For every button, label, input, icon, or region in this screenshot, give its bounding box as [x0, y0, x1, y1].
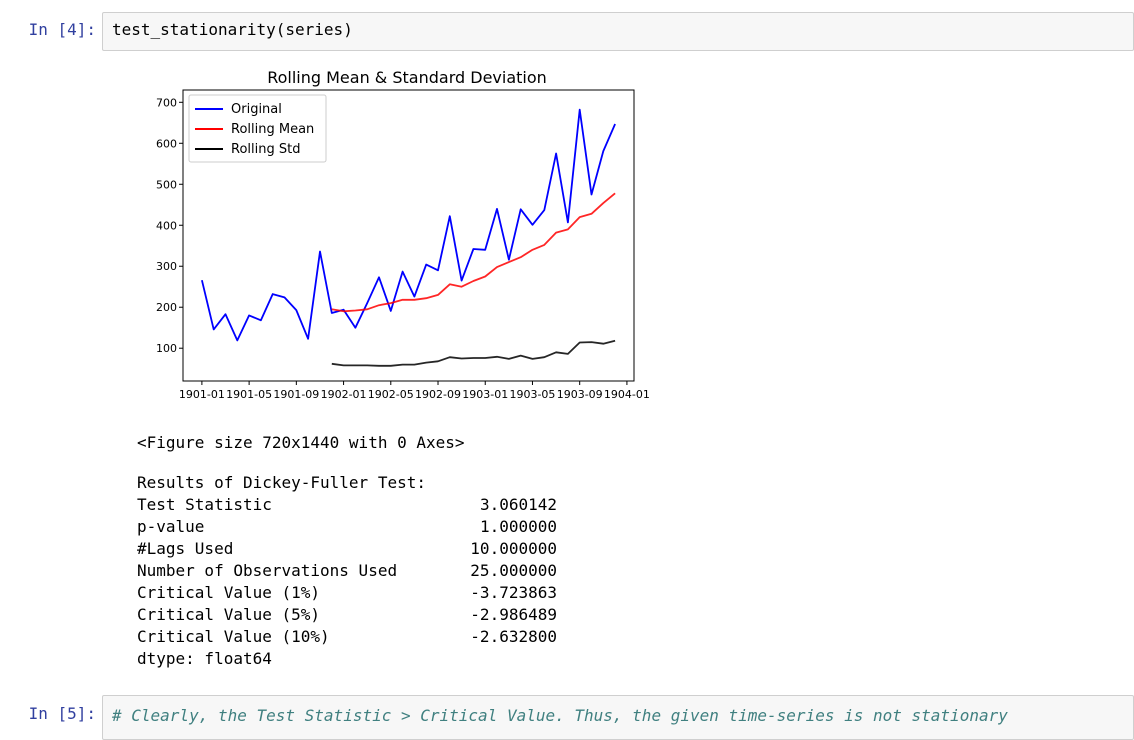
df-row-value: 1.000000: [479, 517, 557, 536]
cell-5-input[interactable]: # Clearly, the Test Statistic > Critical…: [102, 695, 1134, 740]
df-row-value: 25.000000: [470, 561, 557, 580]
df-row-value: 3.060142: [479, 495, 557, 514]
series-line-rolling-mean: [331, 192, 616, 313]
df-row-name: #Lags Used: [137, 539, 234, 558]
chart-title: Rolling Mean & Standard Deviation: [267, 68, 547, 87]
df-row: Critical Value (10%) -2.632800: [137, 626, 557, 648]
chart-legend: Original Rolling Mean Rolling Std: [188, 94, 327, 163]
df-row-name: Test Statistic: [137, 495, 272, 514]
y-tick-label: 700: [156, 96, 177, 109]
df-row: Test Statistic 3.060142: [137, 494, 557, 516]
legend-label: Rolling Std: [231, 142, 300, 157]
df-header: Results of Dickey-Fuller Test:: [137, 473, 426, 492]
x-tick-label: 1901-05: [226, 388, 272, 401]
df-row-name: Number of Observations Used: [137, 561, 398, 580]
series-line-rolling-std: [331, 339, 616, 367]
cell-4-code: test_stationarity(series): [112, 20, 353, 39]
df-row-name: p-value: [137, 517, 205, 536]
y-tick-label: 500: [156, 178, 177, 191]
y-tick-label: 400: [156, 219, 177, 232]
x-tick-label: 1901-01: [179, 388, 225, 401]
df-row-name: Critical Value (10%): [137, 627, 330, 646]
x-tick-label: 1902-05: [368, 388, 414, 401]
df-row-name: Critical Value (5%): [137, 605, 321, 624]
legend-label: Rolling Mean: [231, 122, 314, 137]
cell-4-prompt: In [4]:: [28, 20, 96, 39]
y-tick-label: 200: [156, 301, 177, 314]
y-tick-label: 100: [156, 342, 177, 355]
plot-frame: [182, 89, 635, 382]
cell-5-code: # Clearly, the Test Statistic > Critical…: [112, 706, 1008, 725]
x-tick-label: 1903-05: [509, 388, 555, 401]
x-tick-label: 1904-01: [604, 388, 650, 401]
df-results-table: Test Statistic 3.060142 p-value 1.000000 #La…: [137, 494, 557, 648]
x-tick-label: 1901-09: [273, 388, 319, 401]
series-line-original: [201, 108, 616, 342]
cell-5-prompt: In [5]:: [28, 704, 96, 723]
x-tick-label: 1902-01: [321, 388, 367, 401]
rolling-stats-chart: Rolling Mean & Standard Deviation 100 200…: [156, 68, 650, 401]
df-row-name: Critical Value (1%): [137, 583, 321, 602]
y-tick-label: 300: [156, 260, 177, 273]
df-row-value: -2.632800: [470, 627, 557, 646]
df-row: Critical Value (1%) -3.723863: [137, 582, 557, 604]
legend-label: Original: [231, 102, 282, 117]
df-row-value: 10.000000: [470, 539, 557, 558]
df-row: p-value 1.000000: [137, 516, 557, 538]
y-tick-label: 600: [156, 137, 177, 150]
df-row: #Lags Used 10.000000: [137, 538, 557, 560]
df-row: Critical Value (5%) -2.986489: [137, 604, 557, 626]
df-row-value: -2.986489: [470, 605, 557, 624]
df-row-value: -3.723863: [470, 583, 557, 602]
x-tick-label: 1903-01: [462, 388, 508, 401]
legend-box: [188, 94, 327, 163]
x-tick-label: 1902-09: [415, 388, 461, 401]
df-dtype: dtype: float64: [137, 649, 272, 668]
cell-4-input[interactable]: test_stationarity(series): [102, 12, 1134, 51]
x-tick-label: 1903-09: [557, 388, 603, 401]
figure-repr: <Figure size 720x1440 with 0 Axes>: [137, 433, 465, 452]
df-row: Number of Observations Used 25.000000: [137, 560, 557, 582]
